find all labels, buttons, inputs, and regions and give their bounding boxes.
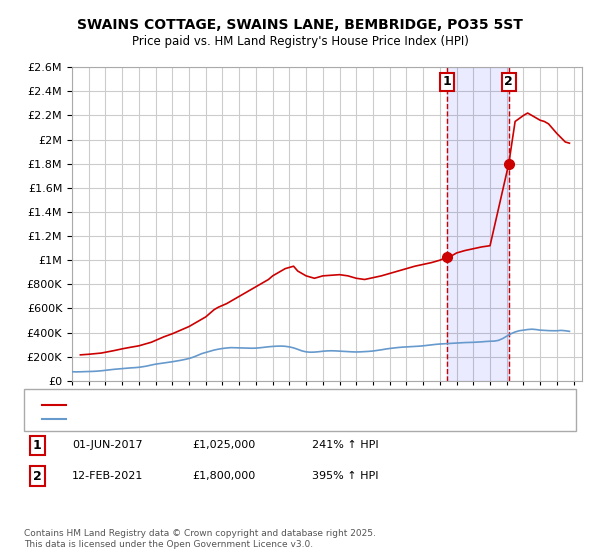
- Text: 395% ↑ HPI: 395% ↑ HPI: [312, 471, 379, 481]
- Text: SWAINS COTTAGE, SWAINS LANE, BEMBRIDGE, PO35 5ST: SWAINS COTTAGE, SWAINS LANE, BEMBRIDGE, …: [77, 18, 523, 32]
- Text: 2: 2: [33, 469, 42, 483]
- Text: £1,025,000: £1,025,000: [192, 440, 255, 450]
- Text: 1: 1: [443, 75, 451, 88]
- Text: 12-FEB-2021: 12-FEB-2021: [72, 471, 143, 481]
- Text: £1,800,000: £1,800,000: [192, 471, 255, 481]
- Bar: [447, 67, 509, 381]
- Text: HPI: Average price, detached house, Isle of Wight: HPI: Average price, detached house, Isle…: [72, 414, 330, 424]
- Text: 01-JUN-2017: 01-JUN-2017: [72, 440, 143, 450]
- Text: 2: 2: [505, 75, 513, 88]
- Text: 241% ↑ HPI: 241% ↑ HPI: [312, 440, 379, 450]
- Text: Price paid vs. HM Land Registry's House Price Index (HPI): Price paid vs. HM Land Registry's House …: [131, 35, 469, 49]
- Text: SWAINS COTTAGE, SWAINS LANE, BEMBRIDGE, PO35 5ST (detached house): SWAINS COTTAGE, SWAINS LANE, BEMBRIDGE, …: [72, 400, 464, 410]
- Text: Contains HM Land Registry data © Crown copyright and database right 2025.
This d: Contains HM Land Registry data © Crown c…: [24, 529, 376, 549]
- Text: 1: 1: [33, 438, 42, 452]
